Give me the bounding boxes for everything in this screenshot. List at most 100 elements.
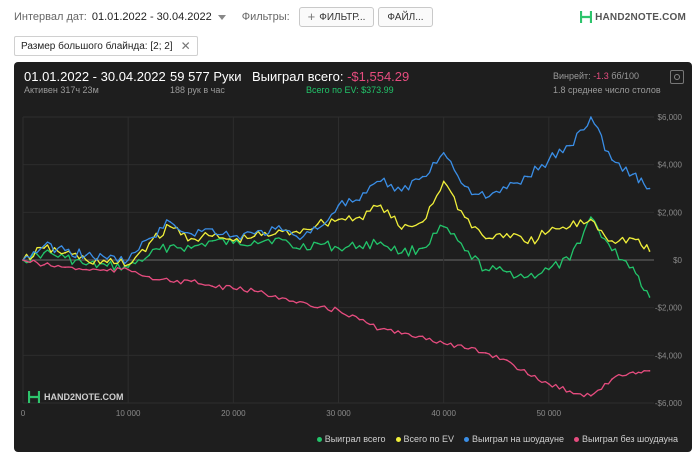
series-point [85,268,87,271]
series-point [358,199,361,202]
filters-bar: Интервал дат: 01.01.2022 - 30.04.2022 Фи… [0,0,700,34]
ev-total-value: Всего по EV: $373.99 [306,85,394,95]
series-point [274,294,277,297]
series-point [442,342,445,345]
legend-item[interactable]: Выиграл на шоудауне [464,434,564,444]
hands-per-hour: 188 рук в час [170,85,225,95]
series-point [169,244,172,247]
legend-dot-icon [574,436,579,442]
ev-total: Всего по EV: $373.99 [306,85,394,95]
series-point [253,235,256,237]
series-point [211,235,214,237]
series-point [190,280,193,283]
series-point [211,285,214,288]
series-point [648,250,651,252]
period-title: 01.01.2022 - 30.04.2022 [24,69,166,84]
series-point [505,359,508,361]
winrate: Винрейт: -1.3 бб/100 [553,71,639,81]
series-point [232,242,235,245]
x-tick-label: 0 [21,409,26,418]
active-filter-chip[interactable]: Размер большого блайнда: [2; 2] ✕ [14,36,198,56]
series-point [484,237,487,240]
winrate-value: -1.3 [593,71,609,81]
series-point [590,116,592,118]
series-point [611,240,613,242]
y-tick-label: $0 [673,256,682,265]
series-point [442,151,445,154]
legend-dot-icon [395,436,401,442]
series-point [400,252,403,254]
plus-icon: + [307,9,316,24]
file-button[interactable]: ФАЙЛ... [378,7,433,27]
series-point [337,218,340,221]
series-point [85,263,87,266]
series-point [358,318,361,321]
series-point [648,370,651,372]
series-point [548,230,550,233]
hands-count: 59 577 Руки [170,69,242,84]
date-range-dropdown[interactable]: 01.01.2022 - 30.04.2022 [92,11,226,23]
settings-gear-icon[interactable] [670,70,684,84]
series-point [64,249,66,252]
series-point [527,275,529,278]
series-point [484,268,487,271]
series-point [190,232,193,235]
series-point [316,223,319,226]
logo-text: HAND2NOTE.COM [595,11,686,23]
series-point [400,190,403,192]
won-label: Выиграл всего: [252,69,344,84]
add-filter-button[interactable]: + ФИЛЬТР... [298,7,375,27]
series-point [484,352,487,354]
legend-label: Выиграл всего [324,434,386,444]
series-point [148,237,150,240]
series-point [253,290,256,292]
chevron-down-icon [217,15,226,20]
series-point [590,395,592,397]
legend-dot-icon [316,436,322,442]
series-point [169,225,172,228]
series-point [505,232,508,235]
chart-plot-area: $6,000 $4,000 $2,000 $0 -$2,000 -$4,000 -$6,00… [21,113,683,418]
series-point [253,232,256,235]
series-point [211,228,214,230]
watermark-logo-icon [28,391,40,403]
y-tick-label: -$4,000 [655,351,683,360]
series-point [632,371,634,373]
series-point [337,309,340,311]
x-tick-label: 20 000 [221,409,246,418]
series-point [632,173,634,175]
series-point [190,237,193,240]
close-icon[interactable]: ✕ [180,39,191,53]
avg-tables: 1.8 среднее число столов [553,85,661,95]
series-point [274,232,277,235]
y-tick-label: $6,000 [658,113,683,122]
series-point [148,275,150,278]
series-point [463,216,466,218]
x-tick-label: 30 000 [326,409,351,418]
series-point [611,378,613,380]
series-point [64,252,66,254]
series-point [232,287,235,290]
series-point [548,383,550,385]
series-point [127,259,129,261]
legend-item[interactable]: Выиграл всего [316,434,386,444]
series-point [316,228,319,230]
series-point [379,241,382,243]
won-total: Выиграл всего: -$1,554.29 [252,69,409,84]
series-point [548,159,550,161]
series-point [611,159,613,161]
series-point [632,266,634,268]
filters-label: Фильтры: [241,11,290,23]
series-point [358,244,361,247]
interval-label: Интервал дат: [14,11,87,23]
series-point [632,237,634,240]
won-value: -$1,554.29 [347,69,410,84]
series-point [337,247,340,249]
x-tick-label: 50 000 [537,409,562,418]
series-point [43,244,45,247]
legend-item[interactable]: Всего по EV [395,434,454,444]
watermark-text: HAND2NOTE.COM [44,392,124,402]
series-point [421,175,424,178]
legend-item[interactable]: Выиграл без шоудауна [574,434,678,444]
series-line-4 [22,259,650,398]
